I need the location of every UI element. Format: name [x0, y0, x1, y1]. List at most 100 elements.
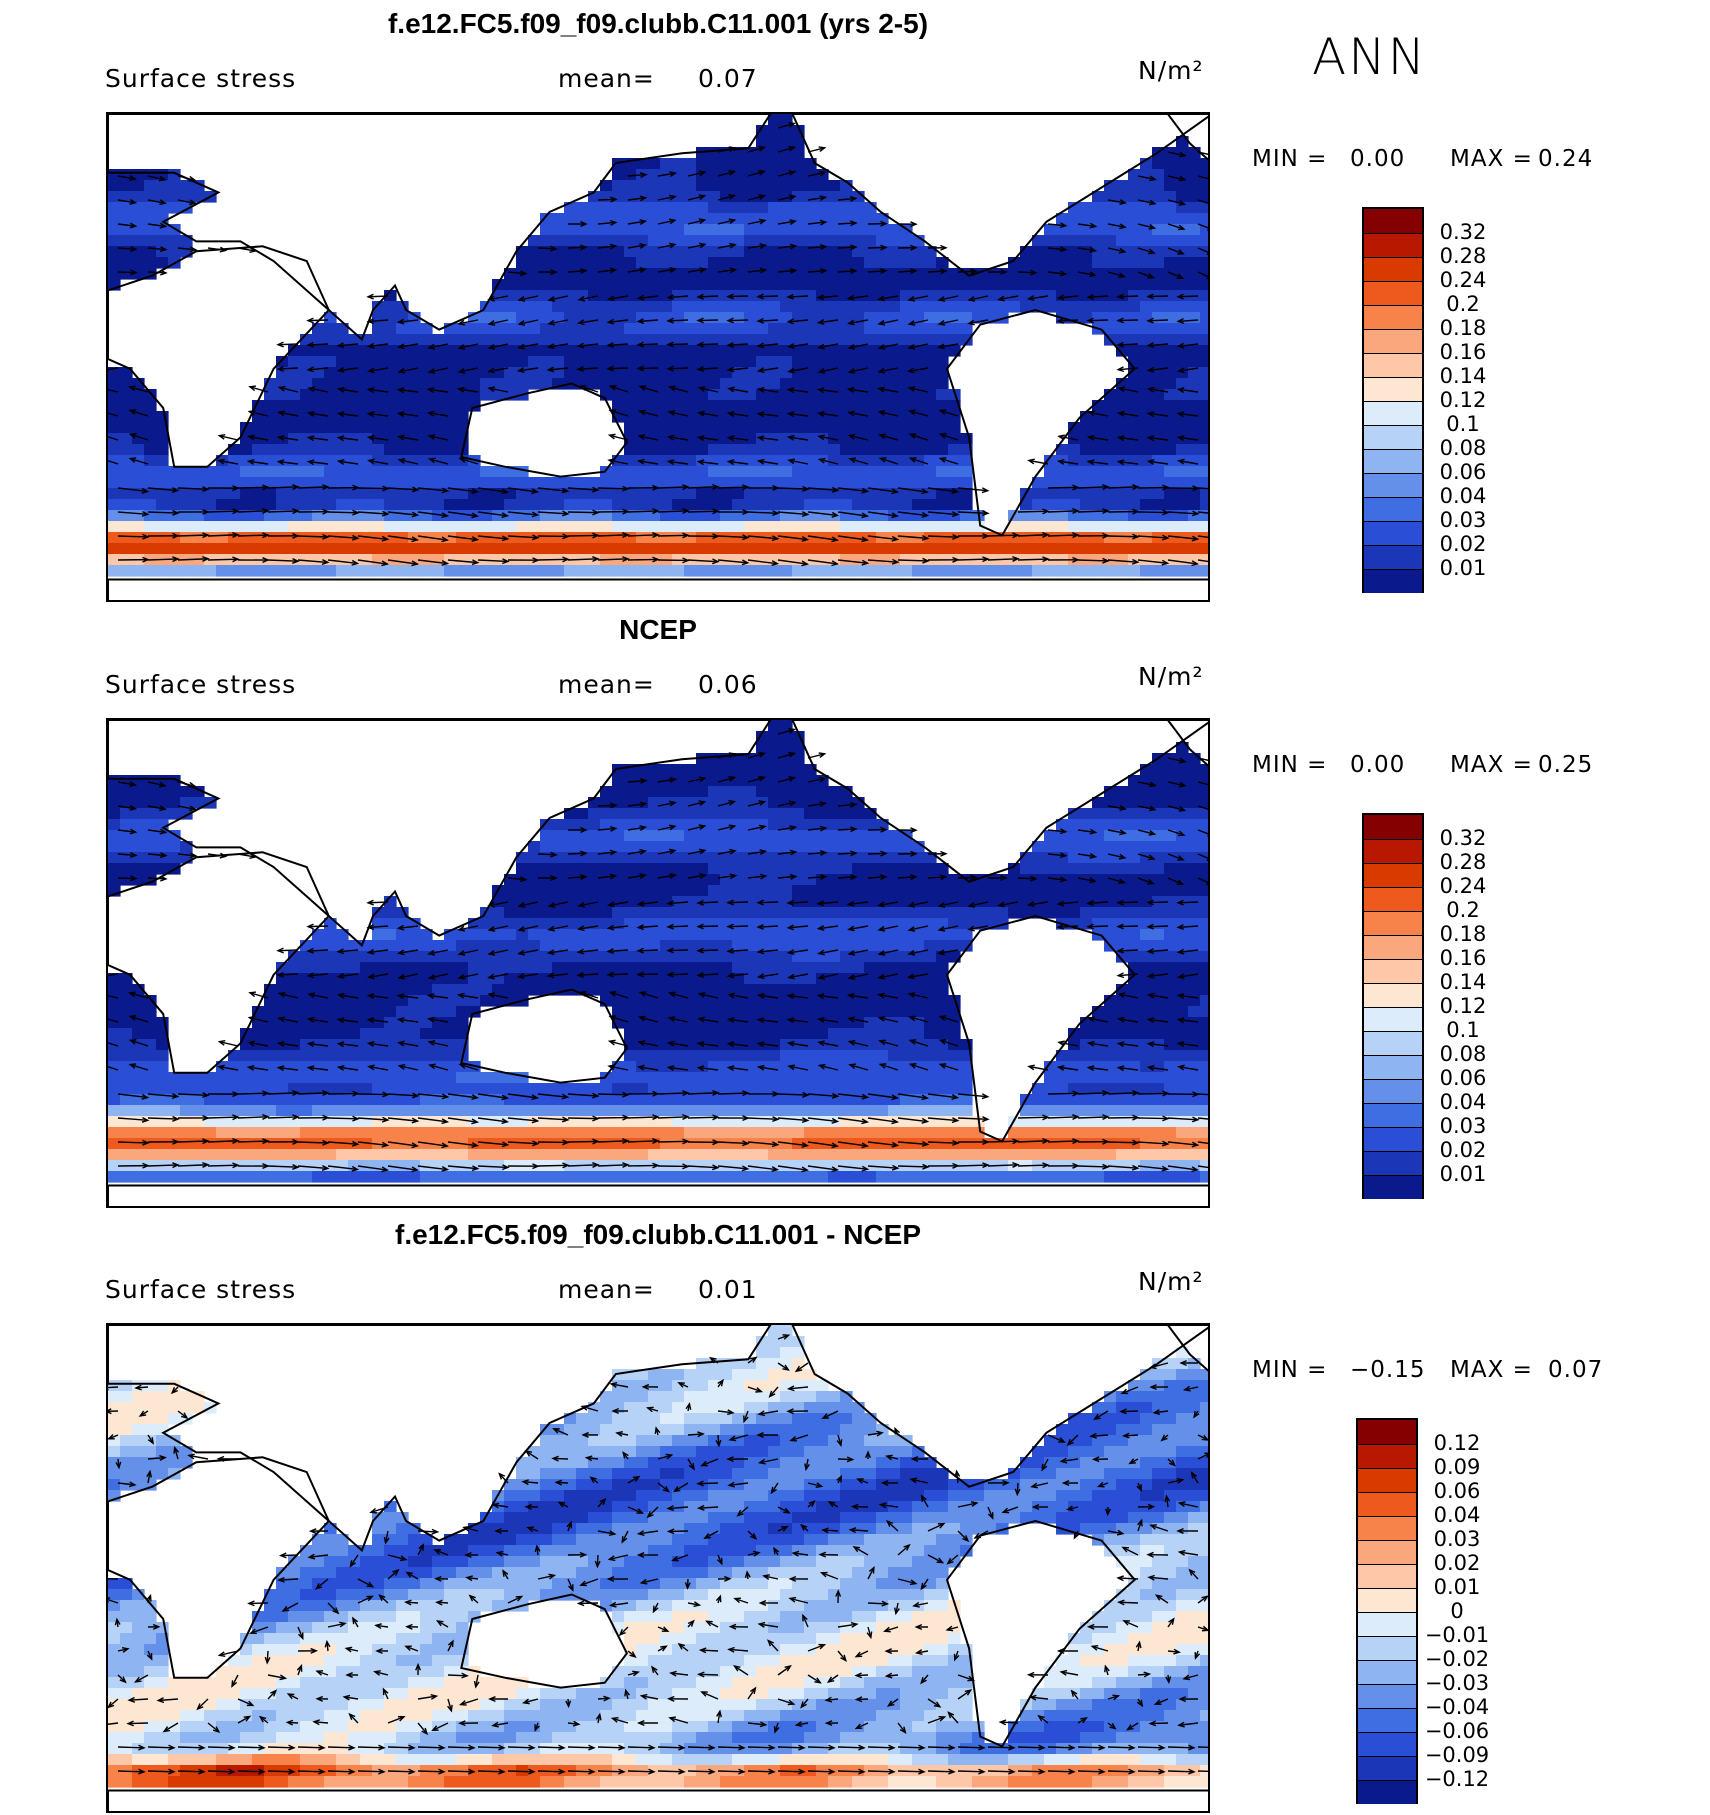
colorbar-swatch — [1358, 1732, 1416, 1756]
stress-vectors — [108, 727, 1208, 1173]
max-value: 0.07 — [1548, 1357, 1604, 1383]
colorbar-tick-label: 0.08 — [1439, 1042, 1487, 1066]
colorbar — [1362, 207, 1424, 593]
variable-label: Surface stress — [105, 1275, 297, 1304]
colorbar-tick-label: 0.14 — [1439, 364, 1487, 388]
colorbar-swatch — [1358, 1636, 1416, 1660]
colorbar-swatch — [1364, 1175, 1422, 1199]
colorbar-swatch — [1364, 887, 1422, 911]
colorbar-tick-label: 0.2 — [1446, 898, 1480, 922]
min-value: 0.00 — [1350, 752, 1406, 778]
colorbar-swatch — [1364, 1031, 1422, 1055]
colorbar-tick-label: 0.24 — [1439, 874, 1487, 898]
colorbar-tick-label: 0.04 — [1439, 1090, 1487, 1114]
colorbar-tick-label: −0.03 — [1424, 1671, 1490, 1695]
colorbar-tick-label: 0.03 — [1433, 1527, 1481, 1551]
colorbar-tick-label: 0.02 — [1439, 1138, 1487, 1162]
units-label: N/m² — [1138, 1267, 1204, 1296]
colorbar-tick-label: 0.28 — [1439, 244, 1487, 268]
stress-vectors — [108, 1334, 1208, 1775]
stress-shading — [108, 1325, 1208, 1788]
colorbar-tick-label: 0 — [1450, 1599, 1464, 1623]
panel-obs: NCEP Surface stress mean= 0.06 N/m² MIN = 0.00… — [0, 606, 1710, 1210]
variable-label: Surface stress — [105, 64, 297, 93]
colorbar — [1362, 813, 1424, 1199]
colorbar-swatch — [1358, 1564, 1416, 1588]
colorbar-tick-label: 0.04 — [1439, 484, 1487, 508]
min-label: MIN = — [1252, 752, 1328, 778]
colorbar-swatch — [1364, 1007, 1422, 1031]
mean-label: mean= — [558, 1275, 655, 1304]
colorbar-swatch — [1364, 1079, 1422, 1103]
colorbar-swatch — [1364, 1103, 1422, 1127]
colorbar-swatch — [1364, 935, 1422, 959]
colorbar-swatch — [1358, 1780, 1416, 1804]
colorbar-tick-label: −0.06 — [1424, 1719, 1490, 1743]
colorbar-tick-label: 0.12 — [1439, 994, 1487, 1018]
colorbar-swatch — [1358, 1540, 1416, 1564]
colorbar-swatch — [1358, 1612, 1416, 1636]
mean-value: 0.07 — [698, 64, 758, 93]
colorbar-tick-label: 0.06 — [1439, 1066, 1487, 1090]
coastlines — [108, 114, 1208, 600]
colorbar-tick-label: 0.1 — [1446, 412, 1480, 436]
panel-title: f.e12.FC5.f09_f09.clubb.C11.001 (yrs 2-5… — [387, 8, 929, 39]
max-label: MAX = — [1450, 752, 1533, 778]
colorbar-tick-label: −0.09 — [1424, 1743, 1490, 1767]
colorbar-tick-label: −0.04 — [1424, 1695, 1490, 1719]
mean-value: 0.01 — [698, 1275, 758, 1304]
colorbar-tick-label: 0.32 — [1439, 220, 1487, 244]
colorbar-swatch — [1364, 209, 1422, 233]
colorbar-swatch — [1358, 1492, 1416, 1516]
colorbar-swatch — [1364, 983, 1422, 1007]
colorbar-swatch — [1364, 1055, 1422, 1079]
colorbar-tick-label: 0.32 — [1439, 826, 1487, 850]
colorbar-tick-label: 0.04 — [1433, 1503, 1481, 1527]
colorbar-tick-label: −0.12 — [1424, 1767, 1490, 1791]
max-value: 0.25 — [1538, 752, 1594, 778]
colorbar-tick-label: 0.01 — [1439, 556, 1487, 580]
map-svg — [108, 1325, 1208, 1811]
map-plot — [106, 718, 1210, 1208]
colorbar-swatch — [1364, 233, 1422, 257]
colorbar-tick-label: 0.02 — [1433, 1551, 1481, 1575]
colorbar-tick-label: 0.16 — [1439, 340, 1487, 364]
colorbar-swatch — [1358, 1708, 1416, 1732]
panel-title: f.e12.FC5.f09_f09.clubb.C11.001 - NCEP — [395, 1219, 921, 1250]
colorbar-swatch — [1364, 521, 1422, 545]
colorbar-swatch — [1358, 1588, 1416, 1612]
colorbar-tick-label: 0.14 — [1439, 970, 1487, 994]
colorbar-swatch — [1364, 1151, 1422, 1175]
colorbar-swatch — [1364, 329, 1422, 353]
colorbar-tick-label: 0.06 — [1439, 460, 1487, 484]
colorbar-tick-label: −0.01 — [1424, 1623, 1490, 1647]
colorbar-swatch — [1364, 281, 1422, 305]
panel-title: NCEP — [619, 614, 697, 645]
colorbar-tick-label: 0.18 — [1439, 316, 1487, 340]
min-value: −0.15 — [1350, 1357, 1426, 1383]
colorbar-tick-label: 0.03 — [1439, 508, 1487, 532]
colorbar-tick-label: 0.12 — [1433, 1431, 1481, 1455]
colorbar-swatch — [1364, 377, 1422, 401]
colorbar-swatch — [1358, 1444, 1416, 1468]
colorbar-tick-label: 0.1 — [1446, 1018, 1480, 1042]
colorbar-swatch — [1364, 449, 1422, 473]
colorbar-swatch — [1364, 839, 1422, 863]
colorbar-swatch — [1364, 473, 1422, 497]
min-value: 0.00 — [1350, 146, 1406, 172]
colorbar-swatch — [1358, 1660, 1416, 1684]
stress-shading — [108, 114, 1208, 577]
colorbar-tick-label: 0.01 — [1433, 1575, 1481, 1599]
colorbar-tick-label: 0.16 — [1439, 946, 1487, 970]
panel-diff: f.e12.FC5.f09_f09.clubb.C11.001 - NCEP Su… — [0, 1211, 1710, 1815]
variable-label: Surface stress — [105, 670, 297, 699]
colorbar-swatch — [1358, 1684, 1416, 1708]
colorbar-swatch — [1364, 959, 1422, 983]
colorbar-swatch — [1358, 1516, 1416, 1540]
map-svg — [108, 114, 1208, 600]
colorbar-swatch — [1358, 1420, 1416, 1444]
season-label: ANN — [1312, 28, 1428, 86]
mean-value: 0.06 — [698, 670, 758, 699]
colorbar-tick-label: 0.2 — [1446, 292, 1480, 316]
colorbar-swatch — [1358, 1468, 1416, 1492]
